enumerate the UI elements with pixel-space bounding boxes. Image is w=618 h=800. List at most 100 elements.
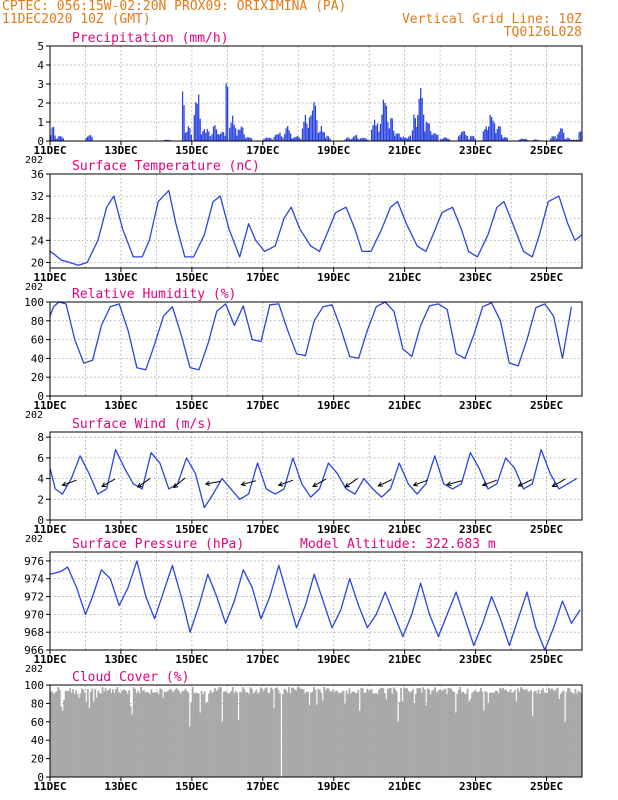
station-label: CPTEC: 056:15W-02:20N PROX09: ORIXIMINA … xyxy=(2,0,347,14)
precip-bar xyxy=(557,134,559,141)
precip-bar xyxy=(427,123,429,141)
precip-bar xyxy=(88,135,90,141)
cloud-bar xyxy=(156,691,159,777)
cloud-bar xyxy=(215,690,218,777)
cloud-bar xyxy=(468,701,470,777)
panel-4 xyxy=(46,431,583,524)
cloud-bar xyxy=(397,721,400,777)
precip-bar xyxy=(457,136,460,141)
cloud-bar xyxy=(344,703,346,777)
cloud-bar xyxy=(128,690,131,777)
cloud-bar xyxy=(115,689,117,777)
cloud-bar xyxy=(224,691,227,777)
cloud-bar xyxy=(310,692,312,777)
precip-bar xyxy=(239,129,241,141)
cloud-bar xyxy=(345,690,348,777)
precip-bar xyxy=(492,120,494,141)
precip-bar xyxy=(468,139,470,141)
x-tick-label: 19DEC xyxy=(317,271,350,284)
cloud-bar xyxy=(335,690,337,777)
cloud-bar xyxy=(429,694,432,777)
precip-bar xyxy=(50,135,52,141)
precip-bar xyxy=(344,139,346,141)
x-tick-label: 13DEC xyxy=(104,780,137,793)
cloud-bar xyxy=(146,691,148,777)
cloud-bar xyxy=(107,690,110,777)
precip-bar xyxy=(276,134,278,141)
cloud-bar xyxy=(515,701,518,777)
panel-3 xyxy=(46,301,583,400)
cloud-bar xyxy=(236,692,238,777)
precip-bar xyxy=(308,117,311,141)
precip-bar xyxy=(229,127,231,141)
cloud-bar xyxy=(444,688,447,777)
precip-bar xyxy=(307,127,310,141)
precip-bar xyxy=(387,121,389,141)
cloud-bar xyxy=(144,692,147,777)
cloud-bar xyxy=(258,692,261,777)
cloud-bar xyxy=(437,690,439,777)
precip-bar xyxy=(430,131,432,141)
cloud-bar xyxy=(233,693,236,777)
precip-bar xyxy=(279,132,281,141)
series-line xyxy=(49,448,578,509)
precip-bar xyxy=(284,133,286,141)
cloud-bar xyxy=(471,693,473,777)
precip-bar xyxy=(428,123,430,141)
precip-bar xyxy=(54,135,56,141)
cloud-bar xyxy=(83,692,86,777)
precip-bar xyxy=(411,130,414,141)
panel-2 xyxy=(46,173,583,272)
cloud-bar xyxy=(289,693,292,777)
cloud-bar xyxy=(185,690,188,777)
cloud-bar xyxy=(81,688,83,777)
wind-arrow-shaft xyxy=(312,478,327,487)
cloud-bar xyxy=(456,693,459,777)
cloud-bar xyxy=(150,689,153,777)
y-tick-label: 0 xyxy=(37,135,44,148)
precip-bar xyxy=(322,131,324,141)
wind-arrow-head xyxy=(277,481,284,487)
cloud-bar xyxy=(561,691,564,777)
precip-bar xyxy=(449,139,451,141)
precip-bar xyxy=(401,138,403,141)
cloud-bar xyxy=(316,704,318,777)
panel-title: Surface Wind (m/s) xyxy=(72,417,213,432)
cloud-bar xyxy=(91,688,94,777)
precip-bar xyxy=(390,118,392,141)
y-tick-label: 2 xyxy=(37,97,44,110)
x-tick-label: 11DEC xyxy=(33,653,66,666)
cloud-bar xyxy=(151,692,154,777)
precip-bar xyxy=(324,137,327,141)
precip-bar xyxy=(249,137,251,141)
cloud-bar xyxy=(255,689,258,777)
cloud-bar xyxy=(265,687,268,777)
x-tick-label: 17DEC xyxy=(246,653,279,666)
cloud-bar xyxy=(180,693,182,777)
x-tick-label: 19DEC xyxy=(317,523,350,536)
precip-bar xyxy=(323,132,325,141)
precip-bar xyxy=(86,136,89,141)
precip-bar xyxy=(404,137,406,141)
cloud-bar xyxy=(423,689,426,777)
cloud-bar xyxy=(253,692,256,777)
precip-bar xyxy=(388,128,390,141)
precip-bar xyxy=(446,137,448,141)
cloud-bar xyxy=(126,693,129,777)
precip-bar xyxy=(55,139,57,141)
precip-bar xyxy=(232,115,234,141)
precip-bar xyxy=(227,86,229,141)
y-tick-label: 1 xyxy=(37,116,44,129)
precip-bar xyxy=(474,138,476,141)
cloud-bar xyxy=(435,692,438,777)
cloud-bar xyxy=(283,688,286,777)
cloud-bar xyxy=(410,691,413,777)
precip-bar xyxy=(485,126,487,141)
cloud-bar xyxy=(398,701,401,777)
precip-bar xyxy=(536,139,539,141)
cloud-bar xyxy=(287,686,290,777)
cloud-bar xyxy=(480,688,482,777)
precip-bar xyxy=(292,138,294,141)
precip-bar xyxy=(488,126,490,141)
precip-bar xyxy=(202,131,204,141)
